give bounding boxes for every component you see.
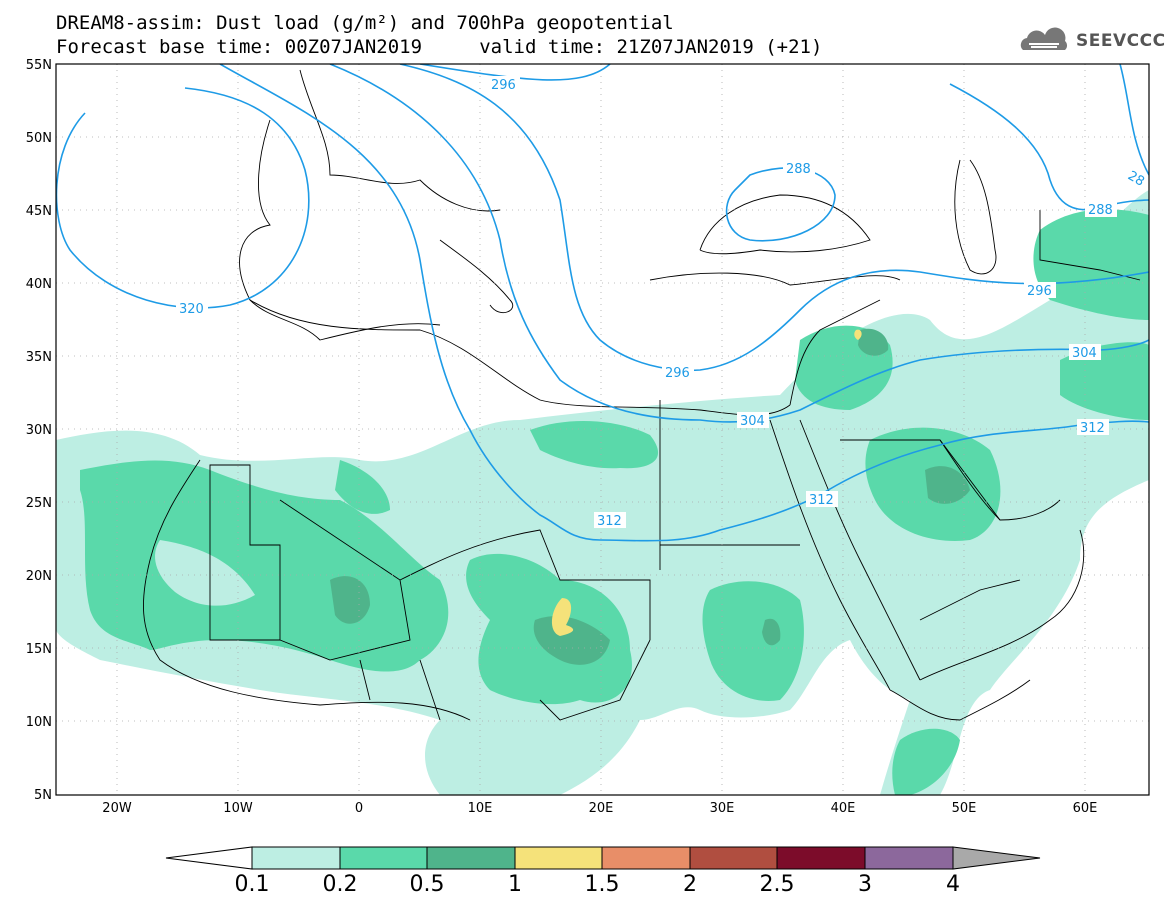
colorbar-label: 1.5 xyxy=(584,872,620,897)
lat-tick: 45N xyxy=(26,204,52,219)
dust-field-dark xyxy=(762,618,781,646)
colorbar xyxy=(165,846,1041,870)
lon-tick: 10W xyxy=(223,801,253,816)
dust-field-dark xyxy=(858,328,889,356)
lon-tick: 20W xyxy=(102,801,132,816)
map-title: DREAM8-assim: Dust load (g/m²) and 700hP… xyxy=(56,12,674,34)
lat-tick: 10N xyxy=(26,715,52,730)
colorbar-label: 0.2 xyxy=(322,872,358,897)
colorbar-segment xyxy=(689,846,778,870)
lon-tick: 40E xyxy=(831,801,856,816)
lat-tick: 30N xyxy=(26,423,52,438)
contour-296b xyxy=(419,64,611,81)
colorbar-segment xyxy=(339,846,428,870)
contour-label: 312 xyxy=(1080,421,1105,436)
colorbar-label: 2.5 xyxy=(759,872,795,897)
contour-label: 296 xyxy=(491,78,516,93)
lon-tick: 10E xyxy=(468,801,493,816)
contour-312 xyxy=(219,64,1149,542)
dust-field-medium xyxy=(335,460,390,514)
lon-tick: 60E xyxy=(1073,801,1098,816)
cloud-icon xyxy=(1020,27,1068,50)
lat-tick: 5N xyxy=(34,788,52,803)
colorbar-segment xyxy=(426,846,516,870)
contour-320 xyxy=(56,87,310,309)
contour-label: 296 xyxy=(1027,284,1052,299)
colorbar-segment xyxy=(776,846,866,870)
geopotential-contours xyxy=(56,64,1149,542)
contour-label: 304 xyxy=(740,414,765,429)
contour-label: 288 xyxy=(1088,203,1113,218)
lat-tick: 15N xyxy=(26,642,52,657)
dust-field-medium xyxy=(702,581,804,701)
colorbar-label: 1 xyxy=(508,872,522,897)
contour-labels: 296 320 288 288 28 296 296 304 304 312 3… xyxy=(176,76,1147,529)
lat-tick: 35N xyxy=(26,350,52,365)
lat-tick: 40N xyxy=(26,277,52,292)
contour-304 xyxy=(329,64,1149,423)
colorbar-segment xyxy=(251,846,341,870)
lat-tick: 20N xyxy=(26,569,52,584)
lon-tick: 0 xyxy=(355,801,363,816)
lat-tick: 50N xyxy=(26,131,52,146)
contour-296 xyxy=(399,64,1149,372)
graticule xyxy=(56,64,1149,795)
contour-label: 296 xyxy=(665,366,690,381)
lon-tick: 30E xyxy=(710,801,735,816)
dust-field-dark xyxy=(533,616,610,665)
dust-fields xyxy=(56,190,1149,795)
map-subtitle: Forecast base time: 00Z07JAN2019 valid t… xyxy=(56,36,823,58)
contour-label: 288 xyxy=(786,162,811,177)
contour-288b xyxy=(949,83,1149,211)
colorbar-segment xyxy=(864,846,954,870)
colorbar-label: 2 xyxy=(683,872,697,897)
colorbar-segment xyxy=(601,846,691,870)
contour-label: 28 xyxy=(1125,168,1147,189)
lat-tick: 25N xyxy=(26,496,52,511)
colorbar-segment xyxy=(514,846,603,870)
lon-axis: 20W 10W 0 10E 20E 30E 40E 50E 60E xyxy=(102,801,1097,816)
colorbar-label: 4 xyxy=(946,872,960,897)
dust-field-high xyxy=(551,598,574,636)
contour-label: 304 xyxy=(1072,346,1097,361)
dust-field-medium xyxy=(155,540,255,606)
contour-280 xyxy=(1119,64,1149,176)
colorbar-label: 0.5 xyxy=(409,872,445,897)
dust-field-medium xyxy=(1033,209,1149,320)
colorbar-label: 0.1 xyxy=(234,872,270,897)
dust-field-high xyxy=(854,329,862,340)
lat-axis: 55N 50N 45N 40N 35N 30N 25N 20N 15N 10N … xyxy=(26,58,52,803)
dust-field-medium xyxy=(892,728,960,795)
colorbar-label: 3 xyxy=(858,872,872,897)
logo-text: SEEVCCC xyxy=(1076,31,1165,51)
dust-field-dark xyxy=(330,576,370,624)
colorbar-segment xyxy=(952,846,1041,870)
coastlines xyxy=(143,69,1141,721)
contour-label: 320 xyxy=(179,302,204,317)
map-border xyxy=(55,63,1150,796)
contour-label: 312 xyxy=(809,493,834,508)
lon-tick: 20E xyxy=(589,801,614,816)
dust-field-dark xyxy=(925,466,970,504)
contour-label: 312 xyxy=(597,514,622,529)
lat-tick: 55N xyxy=(26,58,52,73)
lon-tick: 50E xyxy=(952,801,977,816)
dust-field-medium xyxy=(530,420,659,469)
colorbar-segment xyxy=(165,846,253,870)
dust-field-medium xyxy=(1060,342,1149,420)
